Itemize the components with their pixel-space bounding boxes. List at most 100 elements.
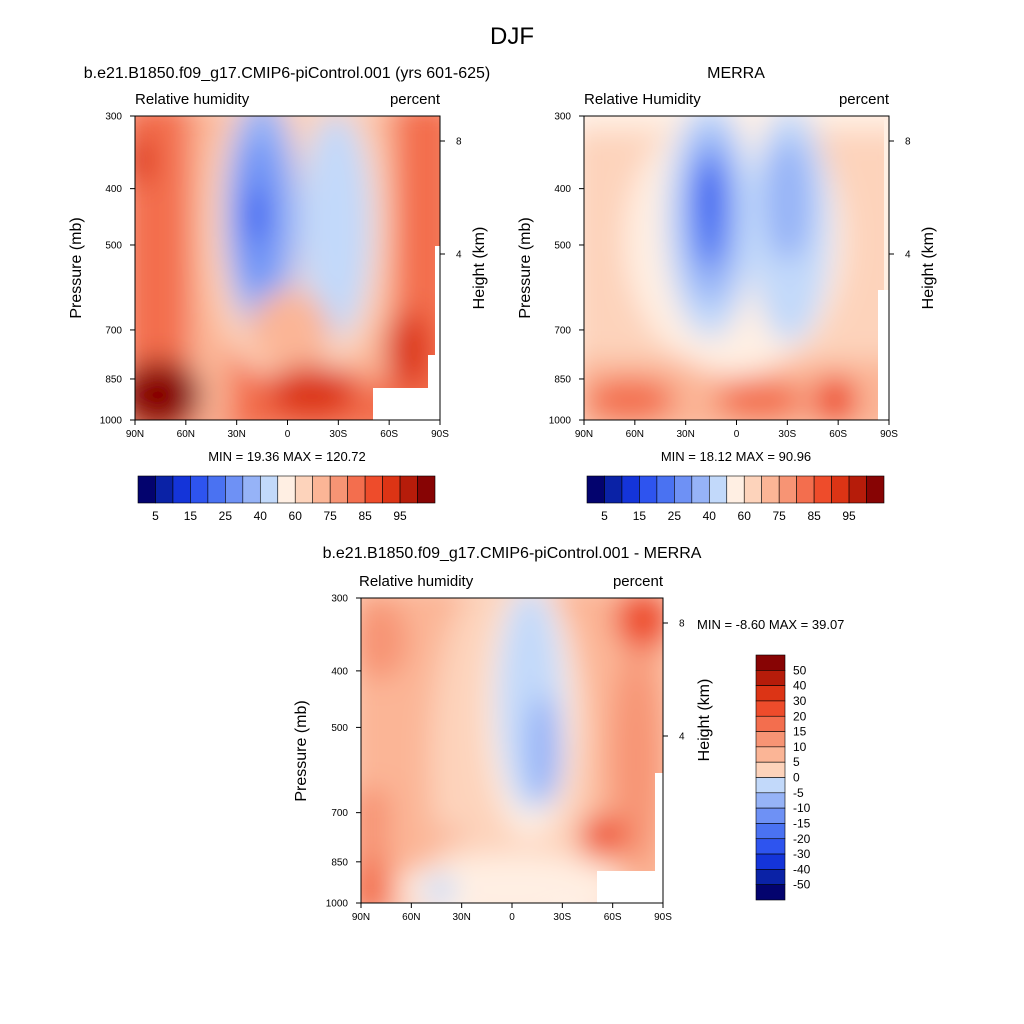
colorbar-swatch — [656, 475, 675, 504]
colorbar-swatch — [190, 475, 209, 504]
y-right-tick-label: 8 — [679, 619, 685, 630]
panel-diff-ylabel-right: Height (km) — [696, 679, 713, 762]
y-tick-label: 400 — [105, 184, 122, 195]
colorbar-swatch — [755, 838, 786, 855]
colorbar-label: 20 — [793, 709, 807, 723]
colorbar-label: -20 — [793, 832, 811, 846]
y-tick-label: 500 — [331, 723, 348, 734]
y-right-tick-label: 8 — [905, 137, 911, 148]
colorbar-swatch — [294, 475, 314, 504]
colorbar-swatch — [755, 746, 786, 763]
colorbar-swatch — [586, 475, 605, 504]
y-tick-label: 850 — [105, 374, 122, 385]
colorbar-swatch — [277, 475, 296, 504]
colorbar-swatch — [778, 475, 797, 504]
x-tick-label: 60N — [626, 429, 644, 440]
figure-title: DJF — [490, 23, 534, 50]
colorbar-swatch — [417, 475, 436, 504]
colorbar-swatch — [172, 475, 191, 504]
panel-merra: MERRA Relative Humidity percent — [517, 65, 937, 523]
x-tick-label: 0 — [734, 429, 740, 440]
colorbar-label: -15 — [793, 816, 811, 830]
colorbar-swatch — [755, 700, 786, 717]
colorbar-label: 5 — [793, 755, 800, 769]
panel-model-minmax: MIN = 19.36 MAX = 120.72 — [208, 449, 366, 464]
colorbar-swatch — [347, 475, 366, 504]
y-tick-label: 500 — [105, 240, 122, 251]
colorbar-label: 25 — [668, 509, 682, 523]
colorbar-label: 75 — [323, 509, 337, 523]
panel-diff-left-string: Relative humidity — [359, 573, 474, 590]
x-tick-label: 90N — [352, 912, 370, 923]
y-tick-label: 700 — [105, 325, 122, 336]
colorbar-label: 85 — [807, 509, 821, 523]
colorbar-label: 50 — [793, 663, 807, 677]
x-tick-label: 60N — [177, 429, 195, 440]
panel-merra-ylabel: Pressure (mb) — [517, 217, 534, 318]
colorbar-swatch — [755, 715, 786, 732]
colorbar-swatch — [761, 475, 780, 504]
colorbar-swatch — [755, 792, 786, 809]
colorbar-swatch — [755, 731, 786, 748]
colorbar-swatch — [726, 475, 745, 504]
y-tick-label: 850 — [554, 374, 571, 385]
panel-merra-axes: 90N 60N 30N 0 30S 60S 90S 300 400 500 700 850 1000 8 4 — [549, 112, 911, 441]
colorbar-label: 0 — [793, 771, 800, 785]
y-tick-label: 500 — [554, 240, 571, 251]
colorbar-swatch — [755, 807, 786, 824]
colorbar-swatch — [225, 475, 244, 504]
y-tick-label: 850 — [331, 857, 348, 868]
colorbar-label: 85 — [358, 509, 372, 523]
colorbar-label: -50 — [793, 878, 811, 892]
colorbar-label: -10 — [793, 801, 811, 815]
colorbar-swatch — [755, 761, 786, 778]
colorbar-swatch — [312, 475, 331, 504]
colorbar-label: 40 — [703, 509, 717, 523]
y-tick-label: 400 — [331, 666, 348, 677]
colorbar-swatch — [831, 475, 850, 504]
y-tick-label: 700 — [331, 808, 348, 819]
colorbar-swatch — [691, 475, 710, 504]
panel-merra-ylabel-right: Height (km) — [920, 227, 937, 310]
panel-model-axes: 90N 60N 30N 0 30S 60S 90S 300 400 500 700 850 1000 8 4 — [100, 112, 462, 441]
colorbar-swatch — [708, 475, 728, 504]
panel-diff-axes: 90N 60N 30N 0 30S 60S 90S 300 400 500 700 850 1000 8 4 — [326, 594, 685, 924]
x-tick-label: 30N — [227, 429, 245, 440]
panel-diff: b.e21.B1850.f09_g17.CMIP6-piControl.001 … — [293, 545, 844, 924]
colorbar-swatch — [755, 869, 786, 885]
panel-diff-ylabel: Pressure (mb) — [293, 700, 310, 801]
panel-model-ylabel: Pressure (mb) — [68, 217, 85, 318]
colorbar-label: 60 — [738, 509, 752, 523]
x-tick-label: 60S — [380, 429, 398, 440]
colorbar-label: 60 — [289, 509, 303, 523]
panel-merra-colorbar: 5 15 25 40 60 75 85 95 — [586, 475, 885, 523]
x-tick-label: 30N — [452, 912, 470, 923]
panel-diff-minmax: MIN = -8.60 MAX = 39.07 — [697, 617, 844, 632]
colorbar-label: 5 — [152, 509, 159, 523]
y-tick-label: 300 — [105, 112, 122, 123]
panel-model-left-string: Relative humidity — [135, 91, 250, 108]
panel-model: b.e21.B1850.f09_g17.CMIP6-piControl.001 … — [68, 65, 490, 523]
colorbar-swatch — [364, 475, 383, 504]
x-tick-label: 60S — [604, 912, 622, 923]
colorbar-label: 10 — [793, 740, 807, 754]
colorbar-label: 25 — [219, 509, 233, 523]
colorbar-swatch — [621, 475, 640, 504]
x-tick-label: 0 — [509, 912, 515, 923]
colorbar-swatch — [755, 654, 786, 671]
y-right-tick-label: 8 — [456, 137, 462, 148]
colorbar-label: 15 — [793, 725, 807, 739]
y-tick-label: 1000 — [549, 416, 572, 427]
panel-model-colorbar: 5 15 25 40 60 75 85 95 — [137, 475, 436, 523]
x-tick-label: 90N — [126, 429, 144, 440]
colorbar-swatch — [796, 475, 815, 504]
panel-model-contour-field — [135, 116, 440, 420]
colorbar-swatch — [755, 823, 786, 840]
colorbar-swatch — [743, 475, 763, 504]
x-tick-label: 90N — [575, 429, 593, 440]
colorbar-swatch — [155, 475, 174, 504]
panel-model-title: b.e21.B1850.f09_g17.CMIP6-piControl.001 … — [84, 65, 490, 82]
colorbar-label: 95 — [393, 509, 407, 523]
colorbar-label: 75 — [772, 509, 786, 523]
